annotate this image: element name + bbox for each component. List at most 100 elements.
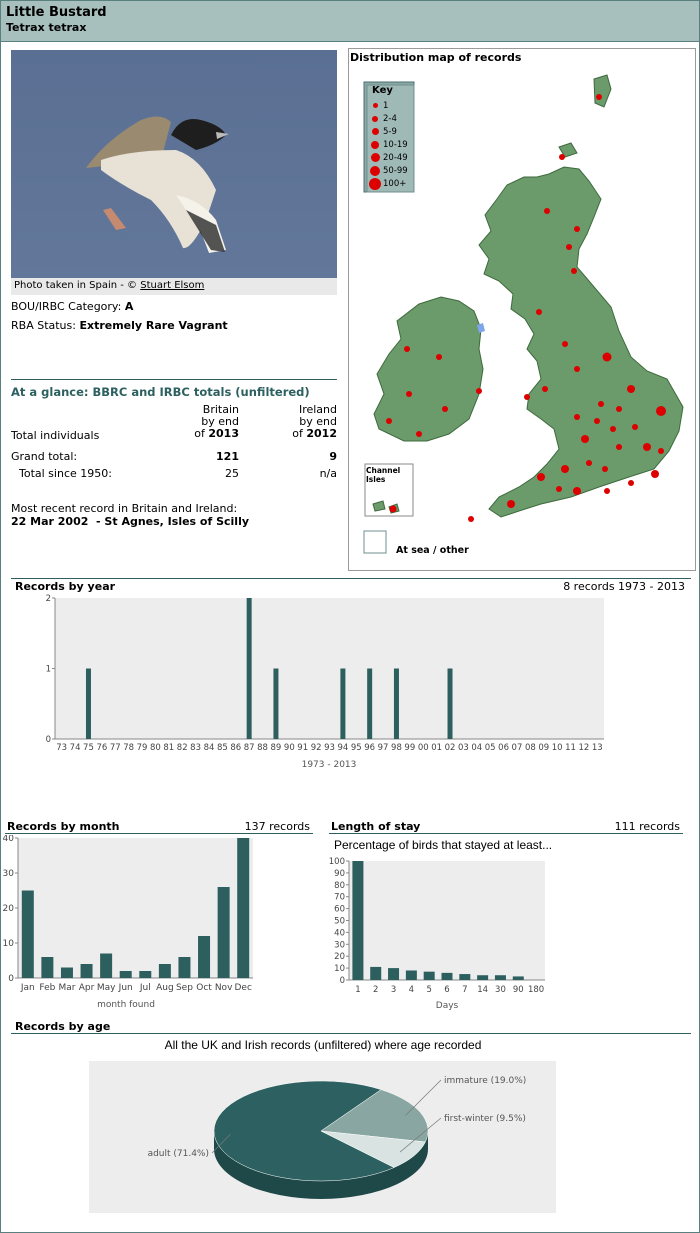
map-key [363,81,415,193]
map-record-dot [602,466,608,472]
x-tick-label: 4 [409,985,414,995]
x-tick-label: 10 [552,743,563,753]
x-tick-label: 13 [592,743,603,753]
x-tick-label: 88 [257,743,268,753]
photo-credit-link[interactable]: Stuart Elsom [140,280,205,291]
x-tick-label: 86 [230,743,241,753]
map-title: Distribution map of records [350,51,522,64]
y-tick-label: 40 [334,928,345,938]
key-label: 2-4 [383,113,397,124]
x-tick-label: 76 [96,743,107,753]
bar [85,668,91,739]
y-tick-label: 70 [334,893,345,903]
age-rule [11,1033,691,1034]
recent-record-value: 22 Mar 2002 - St Agnes, Isles of Scilly [11,515,250,528]
pie-slice-label: immature (19.0%) [444,1076,526,1086]
category-value: A [124,300,134,313]
rba-label: RBA Status: [11,319,76,332]
x-tick-label: Feb [39,983,55,993]
x-tick-label: 83 [190,743,201,753]
map-record-dot [594,418,600,424]
pie-slice [320,1130,426,1168]
x-tick-label: 91 [297,743,308,753]
x-tick-label: 90 [513,985,524,995]
map-record-dot [544,208,550,214]
map-record-dot [566,244,572,250]
x-tick-label: 08 [525,743,536,753]
map-shetland [593,74,612,108]
age-pie: adult (71.4%) immature (19.0%) first-winte… [148,1076,526,1199]
x-tick-label: 93 [324,743,335,753]
y-tick-label: 30 [3,869,15,879]
y-tick-label: 1 [46,665,51,675]
map-key-item: 10-19 [369,138,413,151]
bar [198,936,211,978]
map-record-dot [507,500,515,508]
map-record-dots [386,94,666,522]
map-record-dot [559,154,565,160]
channel-isles-inset [364,463,414,517]
x-tick-label: 95 [351,743,362,753]
pie-leader-line [399,1117,442,1153]
x-tick-label: 92 [311,743,322,753]
x-tick-label: 01 [431,743,442,753]
map-record-dot [651,470,659,478]
bar [352,861,364,980]
x-tick-label: 07 [512,743,523,753]
category-label: BOU/IRBC Category: [11,300,122,313]
x-tick-label: 09 [538,743,549,753]
bar [100,953,113,978]
map-key-title: Key [372,85,393,96]
key-dot-icon [372,103,378,108]
age-chart-subtitle: All the UK and Irish records (unfiltered… [164,1038,482,1052]
map-record-dot [616,444,622,450]
y-tick-label: 10 [3,939,15,949]
bar [477,975,489,980]
bar [178,957,191,978]
map-key-item: 50-99 [369,164,413,177]
stay-chart-subtitle: Percentage of birds that stayed at least… [334,838,553,852]
x-tick-label: 90 [284,743,295,753]
x-tick-label: 99 [404,743,415,753]
channel-isles-label: Channel Isles [366,466,401,484]
x-tick-label: 00 [418,743,429,753]
bar [423,971,435,980]
glance-rule [11,379,337,380]
x-tick-label: May [97,983,116,993]
map-record-dot [416,431,422,437]
bar [447,668,453,739]
stay-rule [329,833,683,834]
map-key-item: 1 [369,99,413,112]
ireland-column-head: Ireland by end of 2012 [281,404,337,440]
x-tick-label: 2 [373,985,378,995]
map-record-dot [574,226,580,232]
map-record-dot [643,443,651,451]
key-dot-icon [370,153,380,162]
map-record-dot [524,394,530,400]
key-dot-icon [371,140,379,149]
bird-photo-image [11,50,337,278]
x-tick-label: 94 [337,743,348,753]
x-tick-label: 97 [378,743,389,753]
map-record-dot [542,386,548,392]
y-tick-label: 90 [334,869,345,879]
stay-xlabel: Days [436,1001,459,1011]
stay-chart-title: Length of stay [331,820,421,833]
map-record-dot [656,406,666,416]
pie-leader-line [211,1134,231,1154]
key-dot-icon [371,128,379,135]
pie-slice [320,1089,429,1143]
y-tick-label: 40 [3,835,15,844]
map-record-dot [581,435,589,443]
y-tick-label: 0 [8,974,14,984]
bar [494,975,506,980]
pie-slice-label: first-winter (9.5%) [444,1114,526,1124]
bar [246,598,252,739]
map-record-dot [476,388,482,394]
pie-slice [213,1080,395,1182]
map-orkney [558,142,578,158]
key-dot-icon [369,177,381,190]
map-key-item: 2-4 [369,112,413,125]
